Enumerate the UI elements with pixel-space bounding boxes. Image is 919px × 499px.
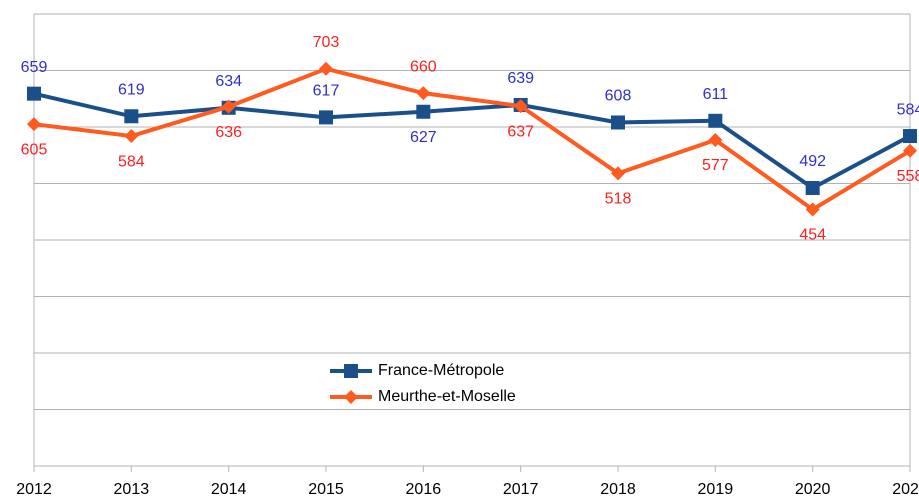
point: [124, 109, 139, 124]
x-tick-label: 2012: [16, 481, 52, 498]
data-label: 637: [507, 123, 534, 140]
point: [27, 117, 41, 132]
point: [611, 115, 625, 130]
data-label: 636: [215, 124, 242, 141]
data-label: 518: [605, 191, 632, 208]
x-tick-label: 2014: [211, 481, 247, 498]
legend-label: Meurthe-et-Moselle: [378, 388, 516, 405]
point: [708, 113, 723, 128]
point: [708, 132, 723, 147]
legend-label: France-Métropole: [378, 362, 504, 379]
series-line: [33, 66, 912, 212]
x-tick-label: 2018: [600, 481, 636, 498]
point: [416, 104, 431, 119]
x-tick-label: 2016: [406, 481, 442, 498]
x-tick-label: 2017: [503, 481, 539, 498]
data-label: 492: [799, 153, 826, 170]
point: [903, 129, 917, 144]
data-label: 703: [313, 34, 340, 51]
point: [124, 129, 139, 144]
point: [319, 61, 333, 76]
point: [416, 86, 431, 101]
legend-marker: [344, 390, 358, 404]
data-label: 627: [410, 129, 437, 146]
data-label: 584: [118, 153, 145, 170]
data-label: 619: [118, 81, 145, 98]
x-tick-label: 2015: [308, 481, 344, 498]
data-label: 608: [605, 88, 632, 105]
legend-marker: [344, 364, 358, 378]
data-label: 617: [313, 83, 340, 100]
point: [611, 166, 625, 181]
point: [27, 86, 41, 101]
data-label: 639: [507, 70, 534, 87]
point: [221, 99, 236, 114]
point: [319, 110, 333, 125]
x-tick-label: 2013: [114, 481, 150, 498]
data-label: 454: [799, 227, 826, 244]
data-label: 558: [897, 168, 919, 185]
x-tick-label: 2019: [698, 481, 734, 498]
point: [903, 143, 917, 158]
data-label: 659: [21, 59, 48, 76]
data-label: 605: [21, 141, 48, 158]
point: [513, 99, 528, 114]
data-label: 611: [703, 86, 729, 103]
data-label: 660: [410, 58, 437, 75]
series-line: [33, 91, 911, 191]
x-tick-label: 2021: [892, 481, 919, 498]
data-label: 634: [215, 73, 242, 90]
data-label: 577: [702, 157, 729, 174]
x-tick-label: 2020: [795, 481, 831, 498]
point: [805, 202, 820, 217]
point: [805, 181, 820, 196]
data-label: 584: [897, 101, 919, 118]
